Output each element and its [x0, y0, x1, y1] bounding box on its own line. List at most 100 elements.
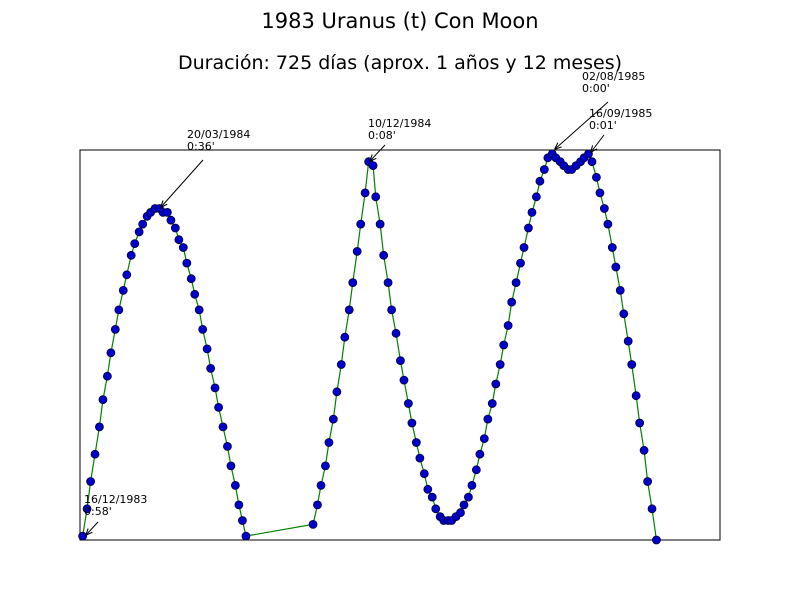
data-point	[214, 402, 223, 412]
data-point	[110, 324, 120, 334]
annotation-date: 02/08/1985	[582, 70, 645, 83]
data-point	[174, 235, 184, 245]
data-point	[186, 274, 196, 284]
annotation-value: 0:00'	[582, 82, 610, 95]
data-point	[198, 324, 208, 334]
data-point	[218, 422, 228, 432]
data-point	[82, 504, 92, 514]
plot-frame	[79, 149, 721, 541]
data-point	[102, 371, 112, 381]
chart-subtitle: Duración: 725 días (aprox. 1 años y 12 m…	[178, 52, 622, 74]
data-point	[615, 285, 625, 295]
data-point	[206, 363, 216, 373]
annotation-value: 0:08'	[368, 129, 396, 142]
data-point	[479, 434, 489, 444]
data-point	[631, 391, 641, 401]
data-point	[431, 504, 441, 514]
data-point	[78, 531, 88, 541]
data-point	[531, 192, 541, 202]
data-point	[162, 207, 172, 217]
data-point	[321, 461, 330, 471]
data-point	[356, 219, 366, 229]
data-point	[316, 480, 326, 490]
data-point	[360, 188, 370, 198]
data-point	[516, 258, 525, 268]
annotation-arrow	[591, 134, 605, 152]
data-point	[391, 328, 401, 338]
data-point	[419, 469, 429, 479]
data-point	[387, 305, 397, 315]
data-point	[230, 480, 240, 490]
data-point	[483, 414, 493, 424]
data-point	[368, 161, 378, 171]
data-point	[166, 215, 176, 225]
annotation-value: 0:36'	[187, 140, 215, 153]
data-point	[375, 219, 385, 229]
data-point	[86, 477, 95, 486]
annotation-arrow	[555, 101, 609, 149]
data-point	[336, 360, 346, 369]
data-point	[643, 477, 653, 486]
data-point	[587, 157, 597, 167]
data-point	[122, 270, 132, 280]
data-point	[407, 418, 417, 428]
data-point	[611, 262, 621, 272]
data-point	[595, 188, 605, 198]
data-point	[411, 438, 421, 447]
data-point	[238, 516, 247, 525]
data-point	[399, 375, 409, 385]
data-point	[623, 336, 633, 346]
data-point	[524, 223, 533, 233]
data-point	[138, 219, 148, 229]
data-point	[423, 484, 433, 494]
data-point	[340, 332, 350, 342]
data-point	[539, 165, 549, 174]
data-point	[90, 449, 100, 459]
data-point	[427, 492, 437, 502]
data-point	[475, 449, 485, 459]
data-point	[396, 356, 405, 366]
annotation-date: 16/12/1983	[84, 493, 147, 506]
data-point	[456, 508, 465, 518]
data-point	[527, 207, 537, 217]
data-point	[464, 492, 473, 502]
data-point	[383, 278, 393, 288]
data-point	[503, 321, 513, 330]
data-point	[348, 278, 358, 288]
data-point	[202, 344, 212, 354]
annotation-arrow	[370, 144, 386, 161]
data-point	[98, 395, 108, 405]
annotation-date: 20/03/1984	[187, 128, 250, 141]
data-point	[491, 379, 501, 389]
data-point	[415, 453, 425, 463]
data-point	[619, 309, 629, 319]
data-point	[344, 305, 354, 315]
data-point	[118, 285, 128, 295]
data-point	[134, 227, 144, 237]
data-point	[170, 223, 180, 233]
annotation-value: 0:01'	[589, 119, 617, 132]
data-point	[313, 500, 322, 510]
data-point	[130, 239, 140, 249]
data-point	[126, 250, 136, 260]
chart-title: 1983 Uranus (t) Con Moon	[261, 9, 538, 33]
data-point	[599, 204, 609, 213]
data-point	[95, 422, 104, 432]
data-point	[603, 219, 613, 229]
data-point	[647, 504, 657, 514]
data-point	[328, 414, 338, 424]
annotation-date: 16/09/1985	[589, 107, 652, 120]
data-point	[635, 418, 645, 428]
data-point	[223, 441, 232, 451]
data-point	[371, 192, 381, 202]
data-point	[178, 243, 188, 252]
data-point	[487, 399, 497, 408]
data-point	[308, 520, 318, 529]
data-point	[182, 258, 192, 268]
data-point	[332, 387, 342, 397]
data-point	[511, 278, 521, 288]
data-point	[379, 250, 389, 260]
data-point	[607, 243, 617, 252]
data-point	[495, 360, 505, 369]
